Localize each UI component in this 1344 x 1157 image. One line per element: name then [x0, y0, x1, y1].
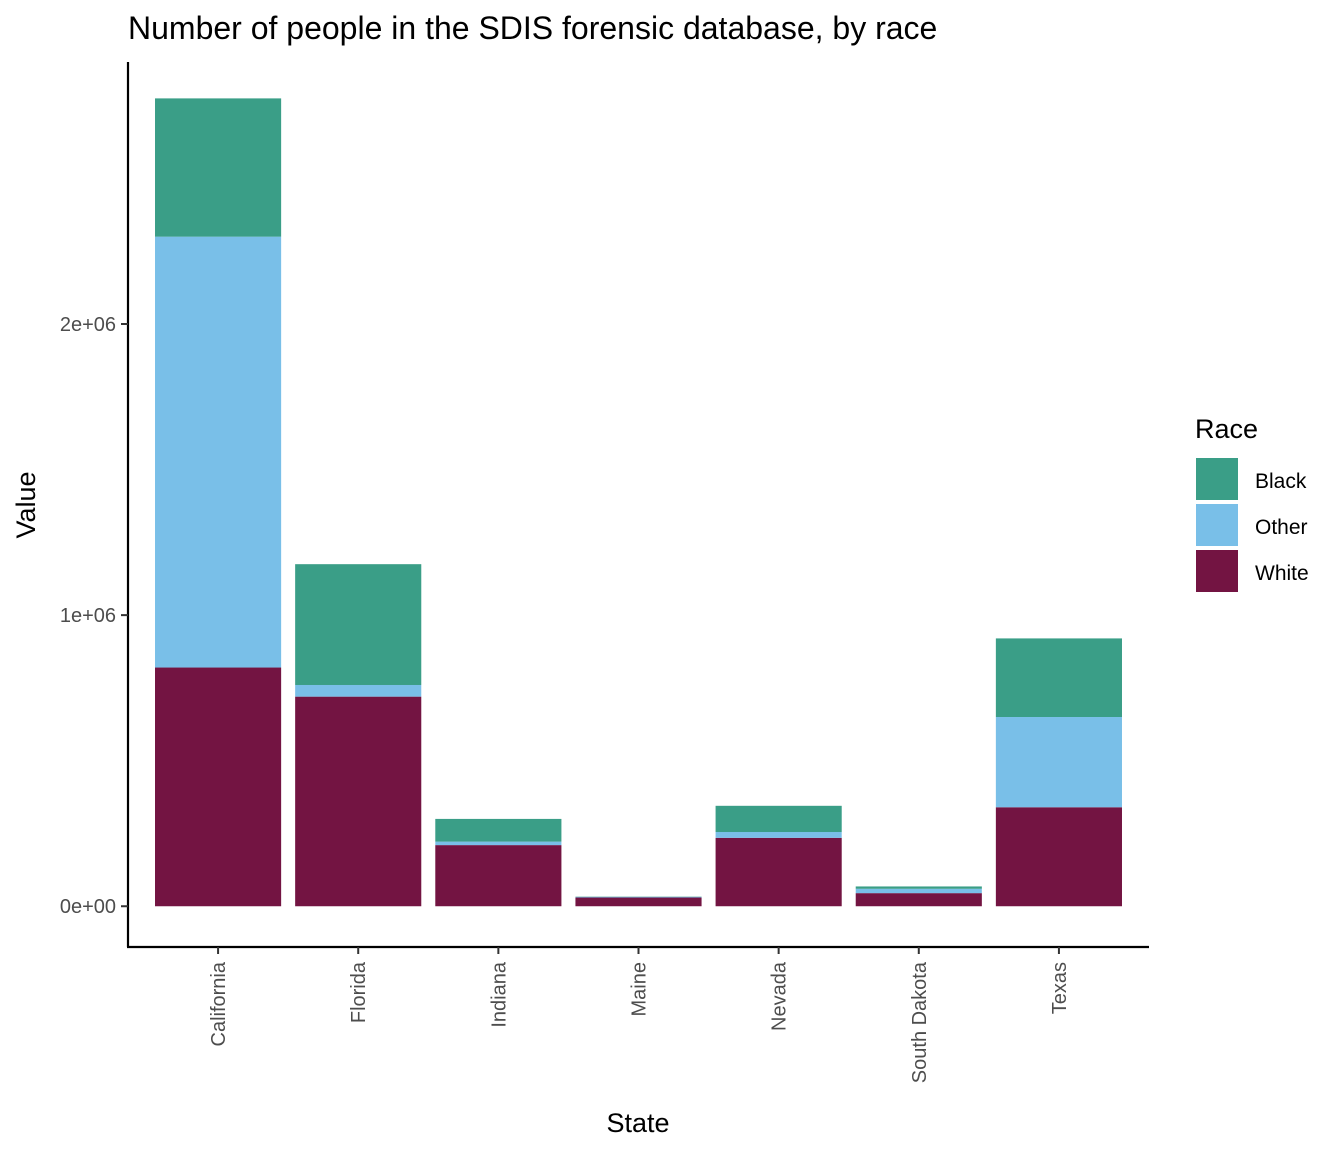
x-tick-label-nevada: Nevada [769, 961, 791, 1031]
bar-california-black [155, 98, 281, 236]
legend-label-black: Black [1255, 470, 1307, 493]
y-axis-title: Value [11, 471, 41, 538]
chart-title: Number of people in the SDIS forensic da… [128, 10, 937, 46]
bar-florida-black [295, 564, 421, 685]
bar-florida-other [295, 685, 421, 697]
bar-maine-other [575, 897, 701, 898]
bar-indiana-black [435, 819, 561, 842]
bar-texas-black [996, 638, 1122, 717]
legend: Race Black Other White [1195, 414, 1309, 592]
bar-south-dakota-black [856, 886, 982, 888]
bar-nevada-other [716, 832, 842, 838]
y-tick-label: 2e+06 [60, 314, 116, 336]
bar-california-white [155, 668, 281, 907]
bar-maine-white [575, 898, 701, 907]
y-ticks-group: 0e+00 1e+06 2e+06 [60, 314, 128, 918]
x-tick-label-south-dakota: South Dakota [909, 961, 931, 1083]
legend-key-black [1196, 458, 1238, 500]
x-tick-label-california: California [208, 961, 230, 1046]
legend-key-white [1196, 550, 1238, 592]
bar-texas-white [996, 807, 1122, 906]
bar-florida-white [295, 697, 421, 907]
bar-indiana-white [435, 845, 561, 906]
x-ticks-group: California Florida Indiana Maine Nevada South… [208, 947, 1071, 1083]
x-tick-label-florida: Florida [348, 961, 370, 1023]
x-axis-title: State [606, 1108, 669, 1138]
bar-texas-other [996, 717, 1122, 807]
legend-title: Race [1195, 414, 1258, 444]
legend-key-other [1196, 504, 1238, 546]
legend-label-white: White [1255, 562, 1309, 585]
y-tick-label: 0e+00 [60, 896, 116, 918]
bar-nevada-white [716, 838, 842, 906]
x-tick-label-texas: Texas [1049, 962, 1071, 1014]
bar-south-dakota-other [856, 889, 982, 893]
legend-label-other: Other [1255, 516, 1308, 539]
y-tick-label: 1e+06 [60, 605, 116, 627]
x-tick-label-maine: Maine [629, 962, 651, 1016]
x-tick-label-indiana: Indiana [488, 961, 510, 1027]
bar-nevada-black [716, 806, 842, 832]
bar-south-dakota-white [856, 893, 982, 906]
bar-indiana-other [435, 842, 561, 845]
bars-group [155, 98, 1122, 906]
bar-california-other [155, 237, 281, 668]
